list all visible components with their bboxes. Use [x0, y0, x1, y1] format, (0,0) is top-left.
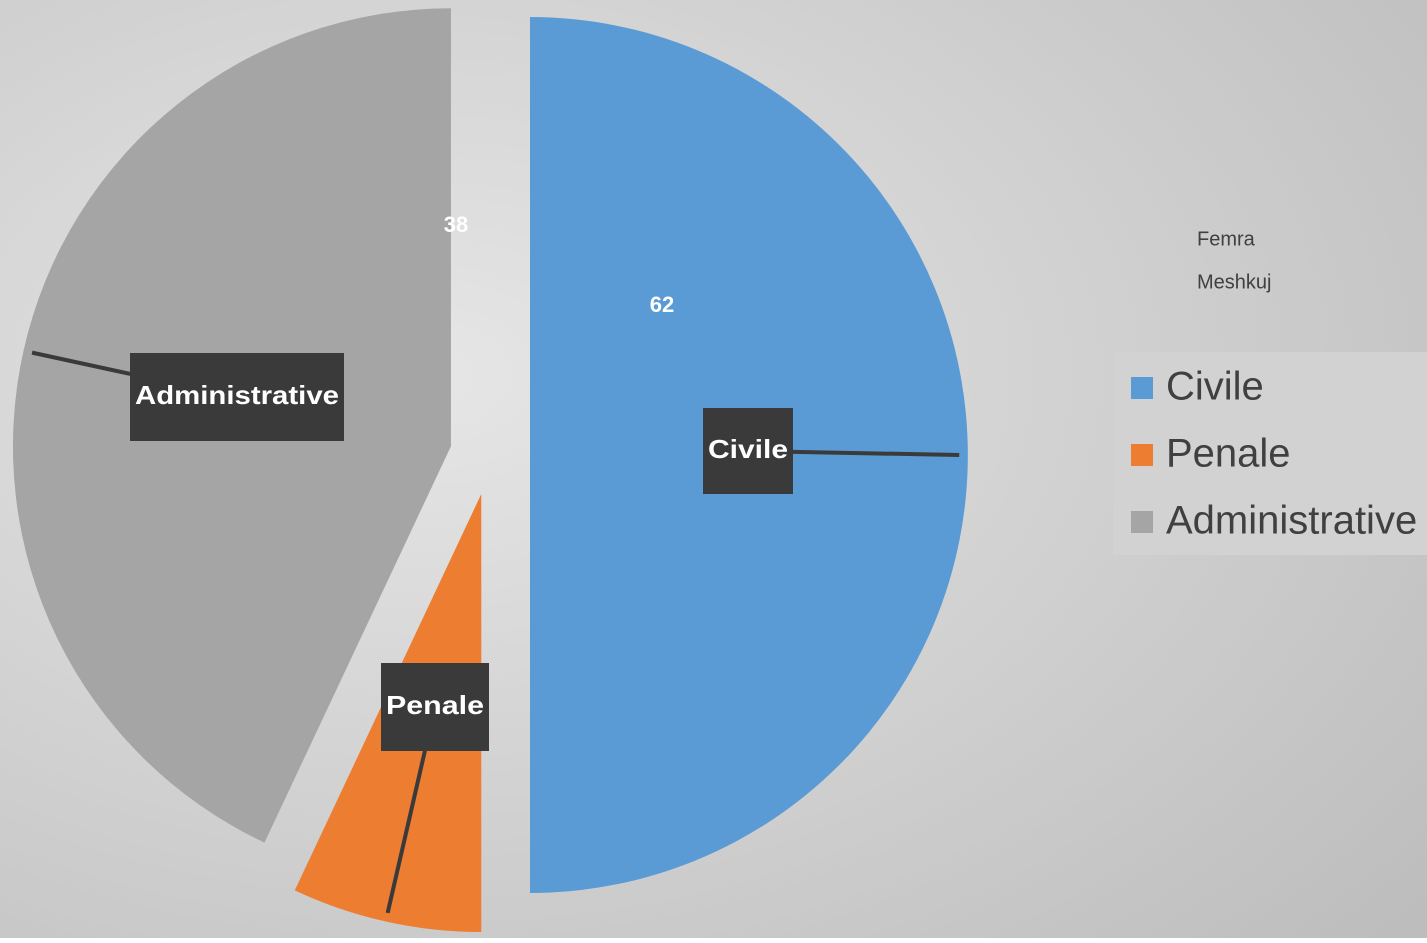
data-label: Administrative [135, 380, 339, 410]
legend-box [1113, 352, 1427, 555]
legend-label: Civile [1166, 365, 1264, 409]
data-label: Civile [708, 434, 788, 464]
annotation: 38 [444, 212, 468, 237]
annotation: Femra [1197, 228, 1256, 250]
annotation: Meshkuj [1197, 271, 1271, 293]
data-label-box [130, 353, 344, 441]
legend-swatch [1131, 444, 1153, 466]
data-label: Penale [386, 690, 484, 720]
data-label-box [703, 408, 793, 494]
data-label-box [381, 663, 489, 751]
legend-label: Administrative [1166, 499, 1417, 543]
legend-label: Penale [1166, 432, 1291, 476]
legend-swatch [1131, 377, 1153, 399]
annotation: 62 [650, 292, 674, 317]
legend-swatch [1131, 511, 1153, 533]
